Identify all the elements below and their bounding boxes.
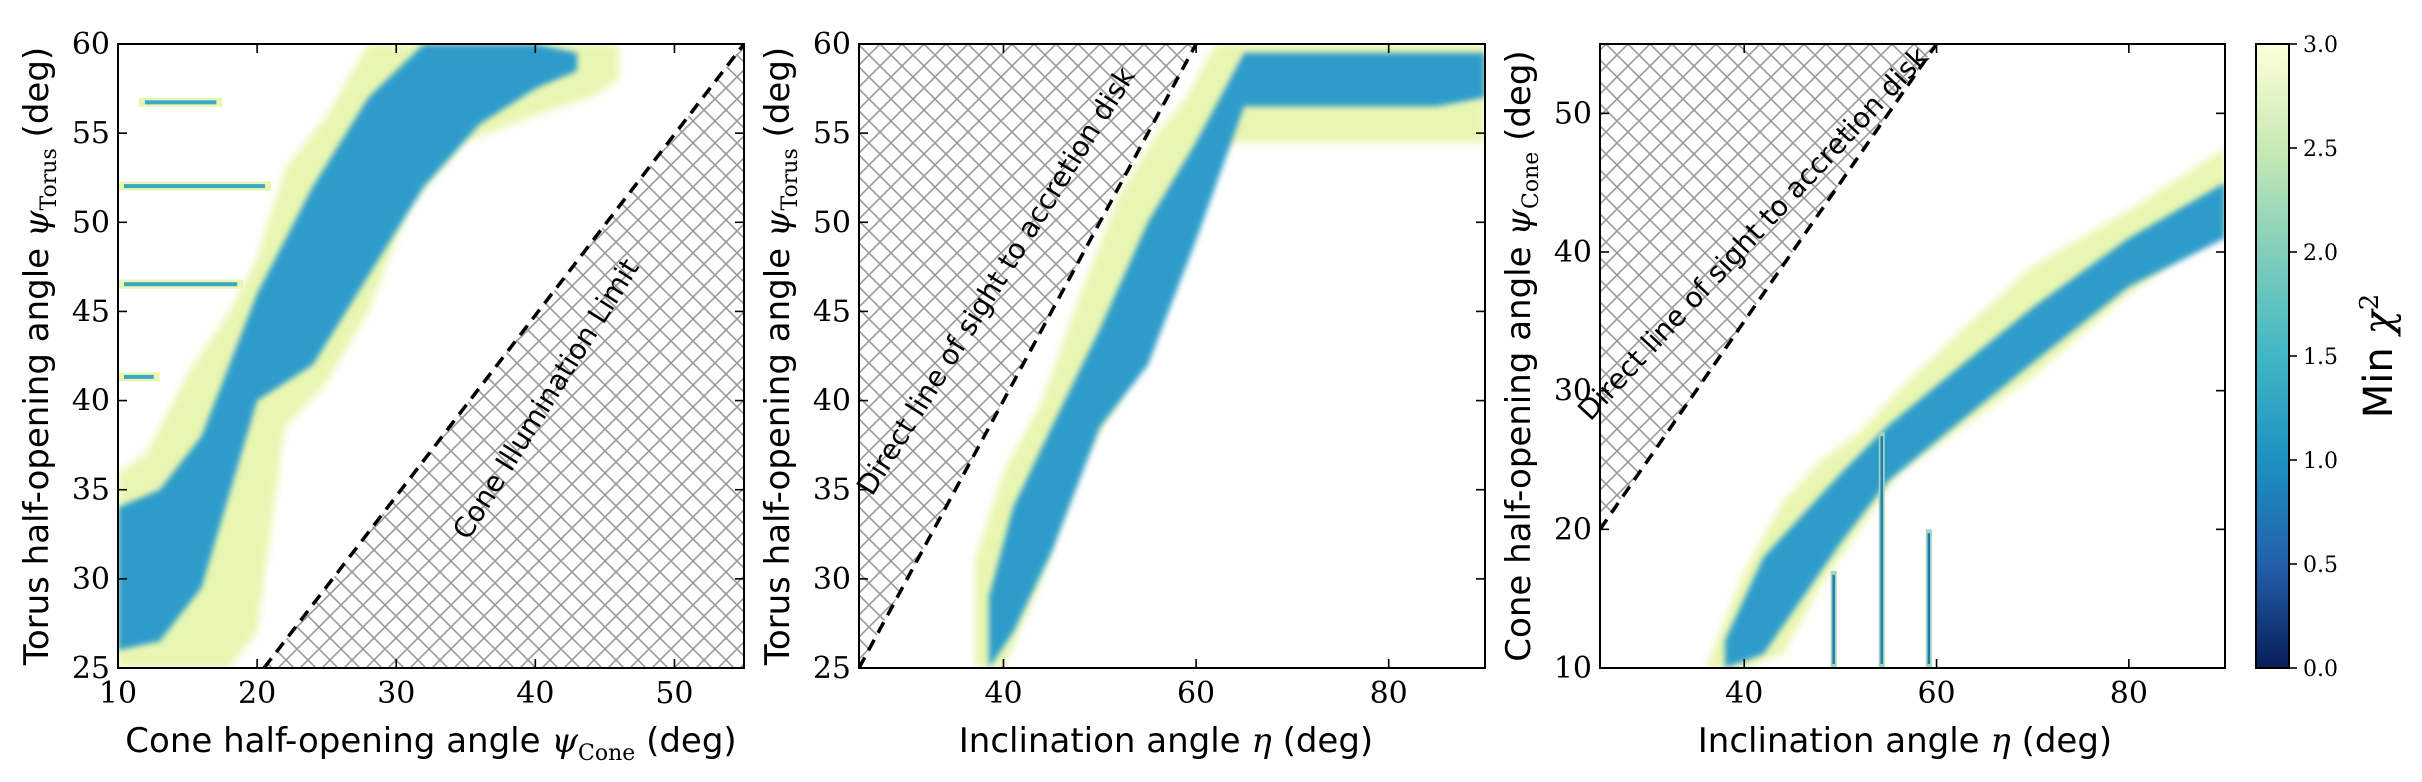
stripe-core-1 [1880, 436, 1883, 664]
x-tick-label: 30 [377, 676, 415, 711]
colorbar-tick-label: 3.0 [2303, 33, 2338, 58]
colorbar: 0.0 0.5 1.0 1.5 2.0 2.5 3.0 Min χ2 [2255, 33, 2402, 682]
panel-3-frame [1599, 43, 2226, 669]
panel-2-fit-region [989, 52, 1485, 668]
panel-1-frame [117, 43, 745, 669]
stripe-core-1 [124, 184, 266, 189]
y-tick-label: 10 [1554, 651, 1592, 686]
panel-2-ticks: 40 60 80 25 30 35 40 45 50 55 60 [813, 27, 1485, 711]
colorbar-tick-label: 1.5 [2303, 345, 2338, 370]
panel-3-ticks: 40 60 80 10 20 30 40 50 [1554, 44, 2225, 711]
colorbar-tick-label: 2.0 [2303, 241, 2338, 266]
x-tick-label: 60 [1177, 676, 1215, 711]
colorbar-tick-label: 0.5 [2303, 553, 2338, 578]
panel-3-fit-region [1725, 182, 2225, 668]
panel-2-plot-area [859, 44, 1485, 668]
x-tick-label: 20 [238, 676, 276, 711]
colorbar-tick-label: 1.0 [2303, 449, 2338, 474]
panel-2-frame [858, 43, 1486, 669]
x-tick-label: 40 [1725, 676, 1763, 711]
y-tick-label: 35 [72, 473, 110, 508]
panel-3-y-label: Cone half-opening angle ψCone (deg) [1499, 50, 1544, 661]
panel-3-stripes [1830, 432, 1932, 668]
panel-2-y-label: Torus half-opening angle ψTorus (deg) [758, 47, 803, 666]
panel-1-plot-area [118, 44, 744, 668]
panel-1-stripes [118, 97, 272, 382]
panel-1-band [118, 44, 619, 668]
y-tick-label: 25 [72, 651, 110, 686]
colorbar-tick-label: 0.0 [2303, 657, 2338, 682]
x-tick-label: 40 [984, 676, 1022, 711]
y-tick-label: 25 [813, 651, 851, 686]
x-tick-label: 40 [516, 676, 554, 711]
panel-1-y-label: Torus half-opening angle ψTorus (deg) [17, 47, 62, 666]
y-tick-label: 30 [813, 562, 851, 597]
stripe-core-2 [124, 282, 238, 287]
colorbar-ticks: 0.0 0.5 1.0 1.5 2.0 2.5 3.0 [2289, 33, 2338, 682]
panel-3-plot-area [1600, 44, 2225, 668]
y-tick-label: 50 [813, 205, 851, 240]
panel-1-excluded-region [264, 44, 744, 668]
y-tick-label: 50 [72, 205, 110, 240]
stripe-core-3 [124, 374, 154, 379]
y-tick-label: 45 [813, 294, 851, 329]
panel-1-fit-region [118, 44, 578, 651]
y-tick-label: 55 [72, 116, 110, 151]
y-tick-label: 20 [1554, 512, 1592, 547]
x-tick-label: 10 [99, 676, 137, 711]
y-tick-label: 30 [72, 562, 110, 597]
y-tick-label: 30 [1554, 374, 1592, 409]
panel-1-x-label: Cone half-opening angle ψCone (deg) [125, 721, 736, 766]
y-tick-label: 40 [1554, 235, 1592, 270]
colorbar-gradient [2255, 43, 2290, 669]
y-tick-label: 40 [72, 384, 110, 419]
panel-2-x-label: Inclination angle η (deg) [959, 721, 1373, 761]
y-tick-label: 60 [72, 27, 110, 62]
panel-2-boundary-line [859, 44, 1198, 668]
stripe-core-0 [144, 100, 217, 105]
x-tick-label: 60 [1917, 676, 1955, 711]
colorbar-tick-label: 2.5 [2303, 137, 2338, 162]
y-tick-label: 35 [813, 473, 851, 508]
stripe-core-2 [1927, 533, 1931, 664]
y-tick-label: 50 [1554, 96, 1592, 131]
y-tick-label: 55 [813, 116, 851, 151]
stripe-core-0 [1832, 574, 1835, 664]
x-tick-label: 80 [2110, 676, 2148, 711]
x-tick-label: 80 [1370, 676, 1408, 711]
x-tick-label: 50 [655, 676, 693, 711]
y-tick-label: 60 [813, 27, 851, 62]
colorbar-label: Min χ2 [2355, 294, 2402, 419]
y-tick-label: 40 [813, 384, 851, 419]
panel-3-x-label: Inclination angle η (deg) [1698, 721, 2112, 761]
panel-1-boundary-line [262, 44, 744, 668]
y-tick-label: 45 [72, 294, 110, 329]
panel-1-ticks: 10 20 30 40 50 25 30 35 40 45 50 55 60 [72, 27, 744, 711]
